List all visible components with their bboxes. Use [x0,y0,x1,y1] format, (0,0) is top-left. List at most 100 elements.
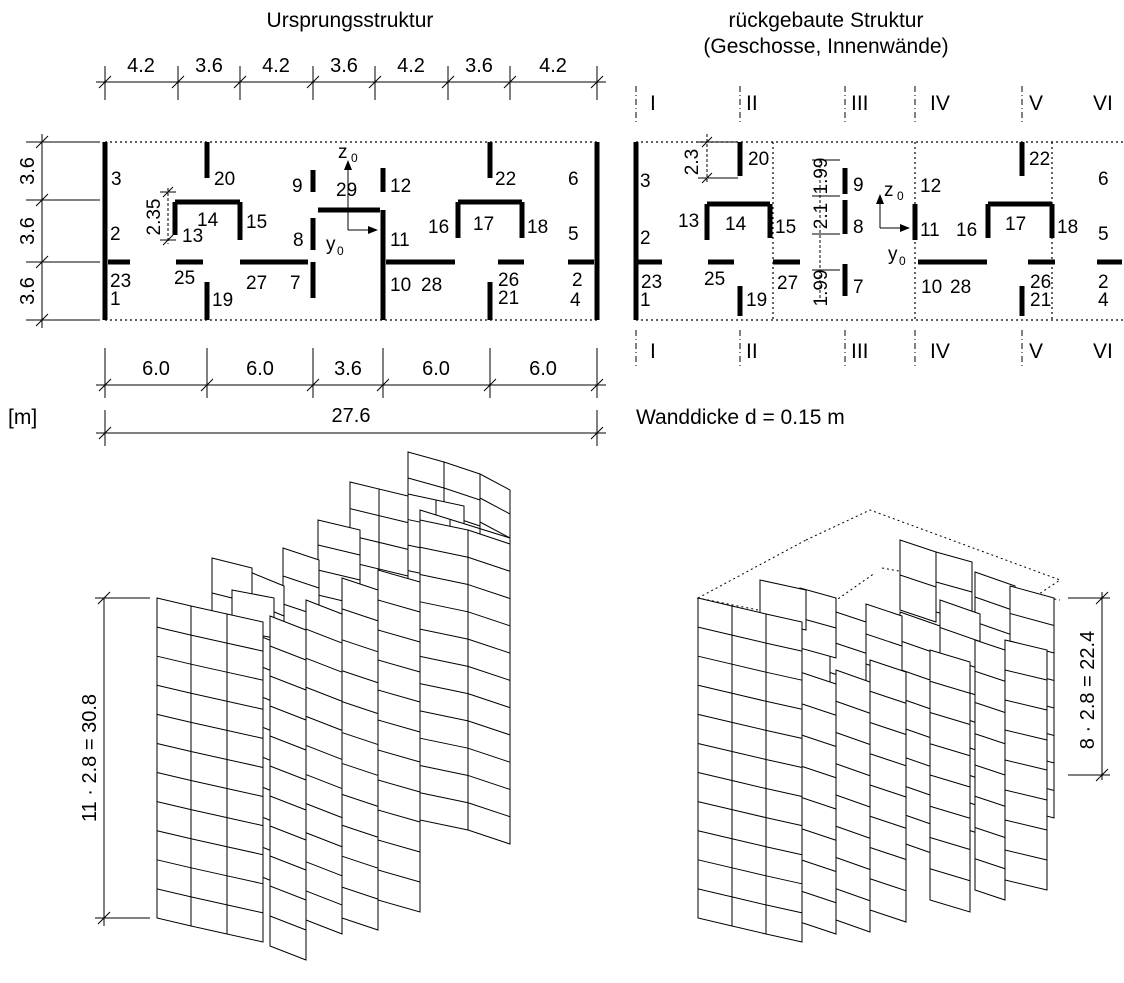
wall-number: 16 [428,217,449,238]
svg-text:V: V [1029,340,1043,363]
wall-number: 5 [568,224,579,245]
svg-text:I: I [650,340,656,363]
axes-original: z 0 y 0 [326,142,378,258]
top-dim-5: 4.2 [397,55,425,77]
wall-number: 8 [293,230,304,251]
bottom-dimension-chain: 6.0 6.0 3.6 6.0 6.0 27.6 [96,348,606,446]
wall-number: 13 [678,211,699,232]
top-dimension-chain: 4.2 3.6 4.2 3.6 4.2 3.6 4.2 [96,55,606,100]
bottom-dim-4: 6.0 [422,358,450,380]
wall-number: 7 [290,273,301,294]
svg-text:I: I [650,92,656,115]
wall-number: 12 [920,176,941,197]
section-labels: I II III IV V VI I II III IV V VI [650,92,1113,363]
height-dimension-reduced: 8 · 2.8 = 22.4 [1068,591,1110,782]
wall-number: 23 [110,271,131,292]
wall-panel [377,569,421,913]
wall-number: 11 [390,230,410,251]
svg-text:III: III [851,340,869,363]
wall-number: 25 [704,269,725,290]
facade-panel [156,597,192,927]
top-dim-4: 3.6 [330,55,358,77]
bottom-dim-2: 6.0 [246,358,274,380]
wall-panel [269,615,307,961]
wall-number: 18 [527,217,548,238]
wall-number: 2 [640,228,651,249]
side-dim-3: 3.6 [17,277,39,305]
wall-number: 7 [853,277,864,298]
facade-panel [731,605,767,935]
svg-text:VI: VI [1093,92,1113,115]
wall-number: 27 [246,273,267,294]
side-dim-2: 3.6 [17,217,39,245]
wall-number: 28 [421,275,442,296]
axis-z-label: z [338,142,348,163]
svg-text:2.3: 2.3 [682,149,703,175]
wall-number: 3 [111,169,122,190]
wall-panel [341,577,379,931]
wall-number: 4 [1098,290,1109,311]
bottom-dim-1: 6.0 [142,358,170,380]
wall-number: 21 [1030,290,1051,311]
wall-number: 17 [473,214,494,235]
title-reduced-structure: rückgebaute Struktur [729,9,924,32]
wall-numbers-original: 3 20 9 29 12 22 6 2 14 13 15 8 11 16 17 … [110,169,583,311]
wall-number: 2 [572,270,583,291]
wall-number: 15 [775,217,796,238]
svg-text:IV: IV [930,92,950,115]
wall-number: 10 [390,275,411,296]
svg-text:0: 0 [897,189,904,203]
wall-number: 20 [214,169,235,190]
top-dim-1: 4.2 [127,55,155,77]
wall-number: 16 [956,220,977,241]
wall-number: 2 [1098,272,1109,293]
facade-panel [226,613,264,943]
wall-number: 19 [746,290,767,311]
svg-text:1.99: 1.99 [811,158,832,195]
wall-number: 2 [110,224,121,245]
axis-y-label: y [326,234,336,255]
wall-number: 14 [725,214,747,235]
wall-number: 1 [110,289,121,310]
svg-text:1.99: 1.99 [811,270,832,307]
wall-thickness-note: Wanddicke d = 0.15 m [636,406,845,429]
svg-text:0: 0 [899,254,906,268]
svg-text:0: 0 [337,244,344,258]
isometric-reduced [696,509,1062,943]
wall-number: 12 [390,176,411,197]
wall-number: 15 [246,212,267,233]
side-dim-1: 3.6 [17,157,39,185]
wall-number: 4 [570,290,581,311]
wall-number: 14 [197,210,219,231]
wall-number: 27 [777,273,798,294]
wall-panel [305,599,343,935]
top-dim-2: 3.6 [195,55,223,77]
wall-number: 29 [336,180,357,201]
wall-number: 13 [182,226,203,247]
svg-text:II: II [746,340,758,363]
wall-numbers-reduced: 3 20 9 12 22 6 2 13 14 15 8 11 16 17 18 … [640,149,1109,311]
height-label-reduced: 8 · 2.8 = 22.4 [1077,631,1099,749]
wall-panel [467,529,511,845]
wall-number: 22 [1029,149,1050,170]
wall-number: 8 [853,217,864,238]
wall-number: 10 [921,277,942,298]
bottom-dim-3: 3.6 [334,358,362,380]
plan-original: 2.35 z 0 y 0 3 20 9 29 12 22 6 2 14 13 1… [102,141,600,321]
svg-text:2.1: 2.1 [811,203,832,229]
unit-label: [m] [8,406,37,429]
svg-text:z: z [884,180,894,201]
wall-number: 6 [1098,169,1109,190]
svg-text:III: III [851,92,869,115]
top-dim-6: 3.6 [465,55,493,77]
top-dim-7: 4.2 [539,55,567,77]
wall-number: 9 [292,176,303,197]
wall-number: 3 [640,171,651,192]
wall-number: 26 [498,270,519,291]
wall-number: 18 [1057,217,1078,238]
height-dimension-original: 11 · 2.8 = 30.8 [79,591,150,926]
plan-reduced: I II III IV V VI I II III IV V VI [633,86,1124,366]
total-dim: 27.6 [332,405,371,427]
svg-text:VI: VI [1093,340,1113,363]
side-dimension-chain: 3.6 3.6 3.6 [17,134,100,328]
